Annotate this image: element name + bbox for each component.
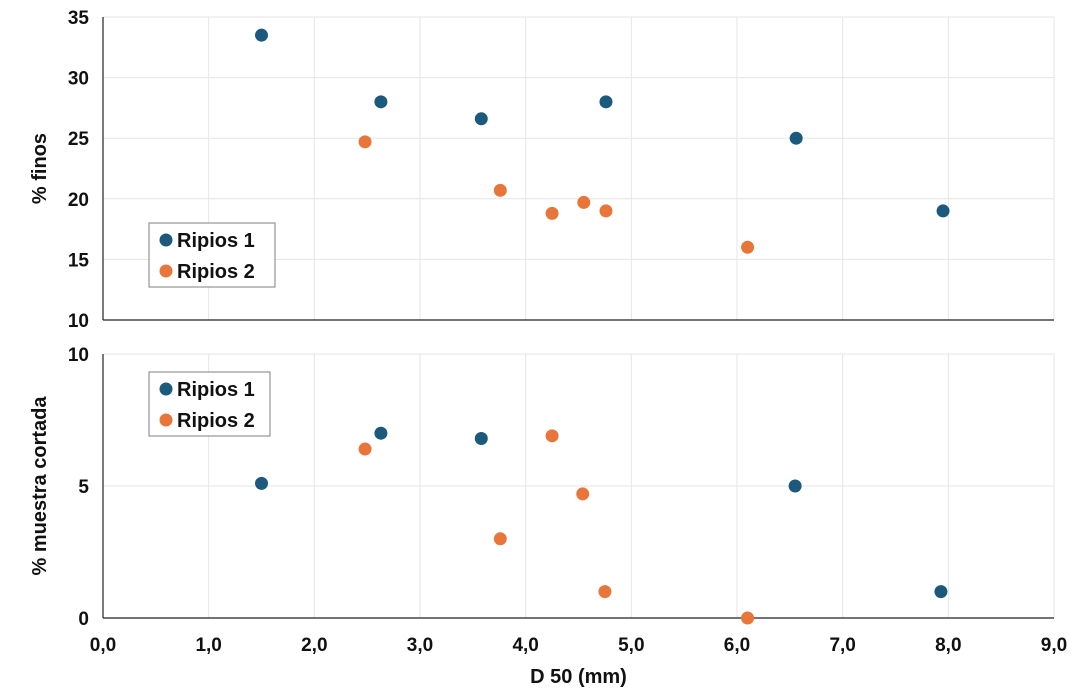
top-ripios-2-point (599, 204, 613, 218)
top-ripios-1-point (599, 95, 613, 109)
bottom-ripios-2-point (576, 487, 590, 501)
bottom-ripios-2-point (545, 429, 559, 443)
bottom-x-tick-label: 2,0 (301, 635, 327, 656)
bottom-ripios-1-point (374, 426, 388, 440)
top-y-tick-label: 25 (68, 129, 90, 150)
top-y-axis-title: % finos (29, 133, 51, 204)
bottom-legend-marker-ripios-2 (159, 413, 173, 427)
top-legend-box (148, 222, 276, 288)
top-ripios-1-point (789, 131, 803, 145)
bottom-ripios-2-point (493, 532, 507, 546)
bottom-ripios-1-point (934, 585, 948, 599)
bottom-y-tick-label: 5 (78, 477, 89, 498)
top-ripios-1-point (374, 95, 388, 109)
top-y-tick-label: 10 (68, 311, 89, 332)
bottom-legend-box (148, 371, 271, 437)
bottom-ripios-1-point (474, 431, 488, 445)
top-ripios-2-point (741, 240, 755, 254)
top-ripios-1-point (255, 28, 268, 42)
top-legend-marker-ripios-2 (159, 264, 173, 278)
top-y-tick-label: 35 (68, 8, 90, 29)
bottom-x-tick-label: 9,0 (1041, 635, 1067, 656)
top-legend-label-ripios-1: Ripios 1 (177, 230, 255, 252)
bottom-ripios-1-point (788, 479, 802, 493)
bottom-x-tick-label: 4,0 (512, 635, 538, 656)
top-ripios-2-point (577, 195, 591, 209)
bottom-ripios-2-point (358, 442, 372, 456)
bottom-x-tick-label: 6,0 (724, 635, 750, 656)
top-y-tick-label: 20 (68, 190, 89, 211)
bottom-x-tick-label: 8,0 (935, 635, 961, 656)
bottom-x-tick-label: 7,0 (829, 635, 855, 656)
bottom-x-tick-label: 1,0 (195, 635, 221, 656)
bottom-y-tick-label: 10 (68, 345, 89, 366)
bottom-y-tick-label: 0 (78, 609, 89, 630)
top-legend-marker-ripios-1 (159, 233, 173, 247)
top-legend-label-ripios-2: Ripios 2 (177, 261, 255, 283)
top-ripios-2-point (545, 206, 559, 220)
top-ripios-1-point (474, 112, 488, 126)
bottom-x-tick-label: 5,0 (618, 635, 644, 656)
top-ripios-2-point (493, 183, 507, 197)
bottom-x-tick-label: 0,0 (90, 635, 116, 656)
bottom-legend-marker-ripios-1 (159, 382, 173, 396)
top-y-tick-label: 15 (68, 250, 90, 271)
bottom-x-axis-title: D 50 (mm) (530, 666, 627, 688)
bottom-legend-label-ripios-2: Ripios 2 (177, 410, 255, 432)
top-ripios-2-point (358, 135, 372, 149)
bottom-ripios-2-point (741, 611, 755, 625)
top-ripios-1-point (936, 204, 950, 218)
bottom-legend-label-ripios-1: Ripios 1 (177, 379, 255, 401)
top-y-tick-label: 30 (68, 69, 89, 90)
bottom-ripios-1-point (255, 476, 268, 490)
bottom-x-tick-label: 3,0 (407, 635, 433, 656)
bottom-ripios-2-point (598, 585, 612, 599)
bottom-y-axis-title: % muestra cortada (29, 396, 51, 576)
